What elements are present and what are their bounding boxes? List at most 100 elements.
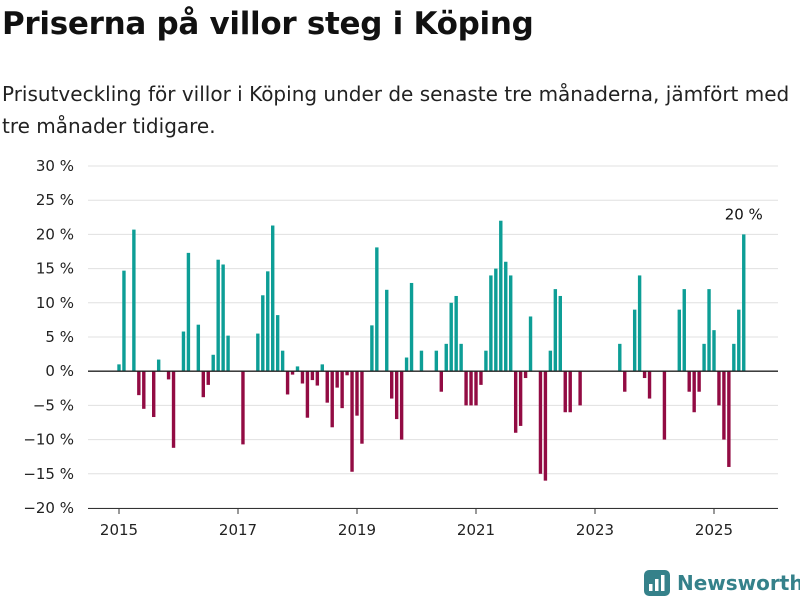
bar <box>305 371 310 418</box>
bar <box>474 371 478 406</box>
bar <box>142 371 146 409</box>
axes <box>88 370 778 514</box>
bar <box>290 371 295 375</box>
bar <box>117 364 121 372</box>
x-tick-label: 2023 <box>576 521 614 539</box>
bar <box>285 371 290 395</box>
bar <box>449 302 453 372</box>
bar <box>186 252 191 372</box>
x-tick-label: 2015 <box>100 521 138 539</box>
y-tick-label: −20 % <box>23 499 74 517</box>
bar <box>390 371 394 399</box>
bar <box>504 261 508 372</box>
bar <box>742 234 746 372</box>
bar <box>256 333 260 372</box>
newsworthy-logo[interactable]: Newsworthy <box>644 568 800 598</box>
bar <box>642 371 647 379</box>
bar <box>370 325 374 372</box>
bar <box>241 371 245 445</box>
bar <box>697 371 701 392</box>
brand-name: Newsworthy <box>677 571 800 595</box>
y-tick-label: 30 % <box>36 157 74 175</box>
bar <box>206 371 210 385</box>
bar <box>469 371 473 406</box>
bar <box>523 371 528 379</box>
bar <box>201 371 205 398</box>
bar <box>662 371 667 440</box>
bar <box>221 264 225 372</box>
bar <box>122 270 126 372</box>
y-tick-label: 25 % <box>36 191 74 209</box>
bar <box>543 371 548 481</box>
bar <box>275 315 280 372</box>
bar <box>355 371 359 416</box>
bar <box>513 371 518 433</box>
bar <box>484 350 488 372</box>
bar <box>494 268 498 372</box>
bar <box>394 371 399 420</box>
bar <box>181 331 186 372</box>
bar <box>280 350 285 372</box>
labels: −20 % −15 % −10 % −5 % 0 % 5 % 10 % 15 % 20 % 25 … <box>23 157 762 539</box>
bar <box>399 371 404 440</box>
bar <box>707 289 711 372</box>
bar <box>737 309 741 372</box>
data-label-annotation: 20 % <box>725 205 763 223</box>
bar <box>266 271 270 372</box>
bar <box>454 295 458 372</box>
bar <box>439 371 443 392</box>
bar <box>479 371 483 385</box>
x-tick-label: 2025 <box>695 521 733 539</box>
newsworthy-logo-icon <box>644 570 670 596</box>
y-tick-label: 20 % <box>36 225 74 243</box>
bars <box>117 220 746 481</box>
bar <box>315 371 320 386</box>
y-tick-label: 5 % <box>45 328 74 346</box>
bar <box>340 371 344 409</box>
bar <box>320 364 324 372</box>
y-tick-label: −15 % <box>23 465 74 483</box>
bar <box>623 371 627 392</box>
bar <box>563 371 567 413</box>
bar <box>375 247 379 372</box>
bar <box>166 371 171 380</box>
bar <box>459 343 463 372</box>
bar <box>419 350 424 372</box>
bar <box>300 371 305 384</box>
bar <box>196 324 201 372</box>
bar-chart: −20 % −15 % −10 % −5 % 0 % 5 % 10 % 15 % 20 % 25 … <box>23 157 778 539</box>
bar <box>509 275 513 372</box>
bar <box>578 371 582 406</box>
bar <box>345 371 349 376</box>
bar <box>325 371 329 403</box>
bar <box>171 371 176 448</box>
y-tick-label: −10 % <box>23 431 74 449</box>
gridlines <box>88 165 778 509</box>
x-tick-label: 2021 <box>457 521 495 539</box>
bar <box>156 359 161 372</box>
bar <box>310 371 315 381</box>
bar <box>444 343 448 372</box>
bar <box>538 371 543 474</box>
bar <box>677 309 681 372</box>
bar <box>702 343 706 372</box>
x-tick-label: 2019 <box>338 521 376 539</box>
bar <box>385 289 389 372</box>
bar <box>261 295 265 372</box>
bar <box>637 275 642 372</box>
bar <box>489 275 493 372</box>
bar <box>409 282 414 372</box>
bar <box>464 371 468 406</box>
bar <box>350 371 354 472</box>
bar <box>152 371 156 418</box>
chart-title: Priserna på villor steg i Köping <box>2 6 534 42</box>
bar <box>404 357 409 372</box>
bar <box>335 371 339 388</box>
bar <box>548 350 553 372</box>
chart-subtitle: Prisutveckling för villor i Köping under… <box>2 82 790 138</box>
bar <box>568 371 572 413</box>
bar <box>226 335 230 372</box>
bar <box>132 229 136 372</box>
bar <box>687 371 691 392</box>
bar <box>518 371 523 426</box>
